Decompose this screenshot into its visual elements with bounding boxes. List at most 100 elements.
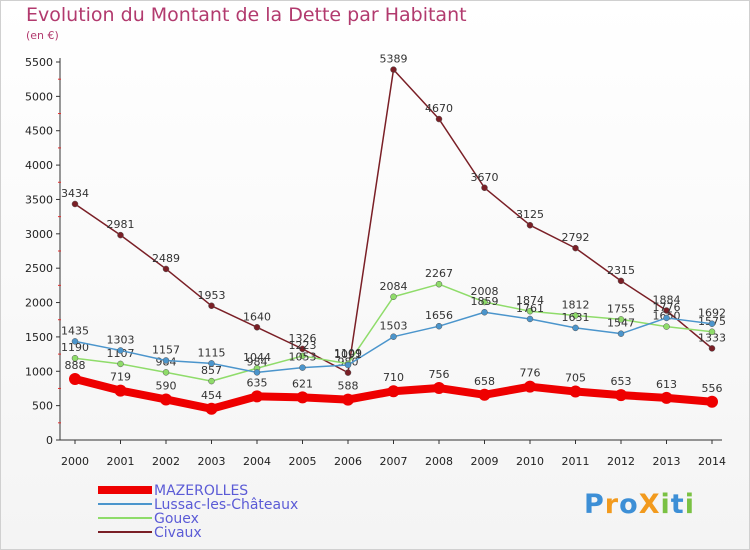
legend-swatch bbox=[98, 486, 152, 494]
x-tick-label: 2007 bbox=[380, 455, 408, 468]
chart-title: Evolution du Montant de la Dette par Hab… bbox=[26, 4, 467, 26]
data-point bbox=[162, 357, 170, 364]
data-point bbox=[481, 298, 488, 306]
x-tick-label: 2002 bbox=[152, 455, 180, 468]
y-tick-label: 3500 bbox=[25, 193, 53, 206]
data-label: 1812 bbox=[562, 298, 590, 311]
data-point bbox=[344, 361, 352, 369]
y-tick-label: 1500 bbox=[25, 331, 53, 344]
x-tick-label: 2008 bbox=[425, 455, 453, 468]
chart-subtitle: (en €) bbox=[26, 29, 59, 42]
data-label: 1761 bbox=[516, 302, 544, 315]
y-tick-label: 3000 bbox=[25, 228, 53, 241]
logo-letter: i bbox=[684, 489, 695, 520]
data-label: 1692 bbox=[698, 307, 726, 320]
data-point bbox=[162, 369, 170, 376]
data-label: 2315 bbox=[607, 264, 635, 277]
data-point bbox=[71, 354, 79, 362]
legend-swatch bbox=[98, 503, 152, 505]
data-label: 2008 bbox=[471, 285, 499, 298]
data-point bbox=[526, 315, 534, 323]
x-tick-label: 2010 bbox=[516, 455, 544, 468]
data-label: 3125 bbox=[516, 208, 544, 221]
data-point bbox=[160, 393, 172, 406]
data-label: 556 bbox=[702, 382, 723, 395]
data-label: 4670 bbox=[425, 102, 453, 115]
x-tick-label: 2005 bbox=[289, 455, 317, 468]
data-point bbox=[299, 352, 306, 360]
y-tick-label: 500 bbox=[32, 400, 53, 413]
legend-label: Gouex bbox=[154, 511, 199, 527]
data-point bbox=[708, 320, 716, 327]
legend-label: Lussac-les-Châteaux bbox=[154, 497, 299, 513]
data-point bbox=[526, 221, 534, 229]
data-label: 5389 bbox=[380, 53, 408, 66]
x-tick-label: 2000 bbox=[61, 455, 89, 468]
data-label: 1884 bbox=[653, 294, 681, 307]
data-point bbox=[706, 395, 718, 408]
data-point bbox=[117, 231, 124, 239]
data-point bbox=[708, 345, 716, 352]
data-label: 590 bbox=[156, 379, 177, 392]
data-point bbox=[572, 312, 579, 319]
data-point bbox=[526, 307, 534, 315]
data-label: 857 bbox=[201, 364, 222, 377]
data-label: 1435 bbox=[61, 324, 89, 337]
data-point bbox=[253, 324, 261, 331]
data-label: 719 bbox=[110, 371, 131, 384]
logo-letter: X bbox=[638, 489, 661, 520]
data-label: 1223 bbox=[289, 339, 317, 352]
data-point bbox=[299, 364, 306, 371]
data-point bbox=[481, 184, 488, 192]
data-point bbox=[71, 338, 79, 345]
data-label: 635 bbox=[247, 376, 268, 389]
data-point bbox=[663, 323, 670, 330]
data-label: 1109 bbox=[334, 347, 362, 360]
data-point bbox=[208, 302, 215, 310]
logo-letter: r bbox=[604, 489, 620, 520]
data-point bbox=[114, 384, 127, 397]
data-label: 1859 bbox=[471, 295, 499, 308]
data-label: 1776 bbox=[653, 301, 681, 314]
data-point bbox=[162, 265, 170, 273]
data-point bbox=[342, 393, 354, 406]
data-label: 1326 bbox=[289, 332, 317, 345]
y-tick-label: 1000 bbox=[25, 365, 53, 378]
x-tick-label: 2001 bbox=[107, 455, 135, 468]
data-point bbox=[208, 360, 215, 367]
data-point bbox=[435, 115, 443, 123]
logo-letter: o bbox=[619, 489, 639, 520]
data-label: 1115 bbox=[198, 346, 226, 359]
x-tick-label: 2003 bbox=[198, 455, 226, 468]
legend-swatch bbox=[98, 531, 152, 533]
data-label: 776 bbox=[520, 367, 541, 380]
data-point bbox=[344, 369, 352, 376]
data-label: 588 bbox=[338, 380, 359, 393]
data-label: 2084 bbox=[380, 280, 408, 293]
data-label: 705 bbox=[565, 372, 586, 385]
data-point bbox=[433, 382, 445, 395]
data-label: 1656 bbox=[425, 309, 453, 322]
data-point bbox=[569, 385, 582, 398]
data-point bbox=[208, 377, 215, 385]
y-tick-label: 4000 bbox=[25, 159, 53, 172]
data-point bbox=[708, 328, 716, 336]
data-point bbox=[205, 402, 218, 415]
data-label: 653 bbox=[611, 375, 632, 388]
x-tick-label: 2011 bbox=[562, 455, 590, 468]
x-tick-label: 2006 bbox=[334, 455, 362, 468]
data-label: 613 bbox=[656, 378, 677, 391]
logo-letter: t bbox=[670, 489, 685, 520]
data-label: 3434 bbox=[61, 187, 89, 200]
data-point bbox=[478, 388, 491, 401]
legend-label: Civaux bbox=[154, 525, 202, 541]
data-point bbox=[299, 345, 306, 353]
y-tick-label: 5500 bbox=[25, 56, 53, 69]
x-tick-label: 2009 bbox=[471, 455, 499, 468]
data-label: 984 bbox=[247, 355, 268, 368]
logo-letter: i bbox=[660, 489, 671, 520]
data-label: 658 bbox=[474, 375, 495, 388]
data-label: 1953 bbox=[198, 289, 226, 302]
data-point bbox=[617, 330, 625, 337]
